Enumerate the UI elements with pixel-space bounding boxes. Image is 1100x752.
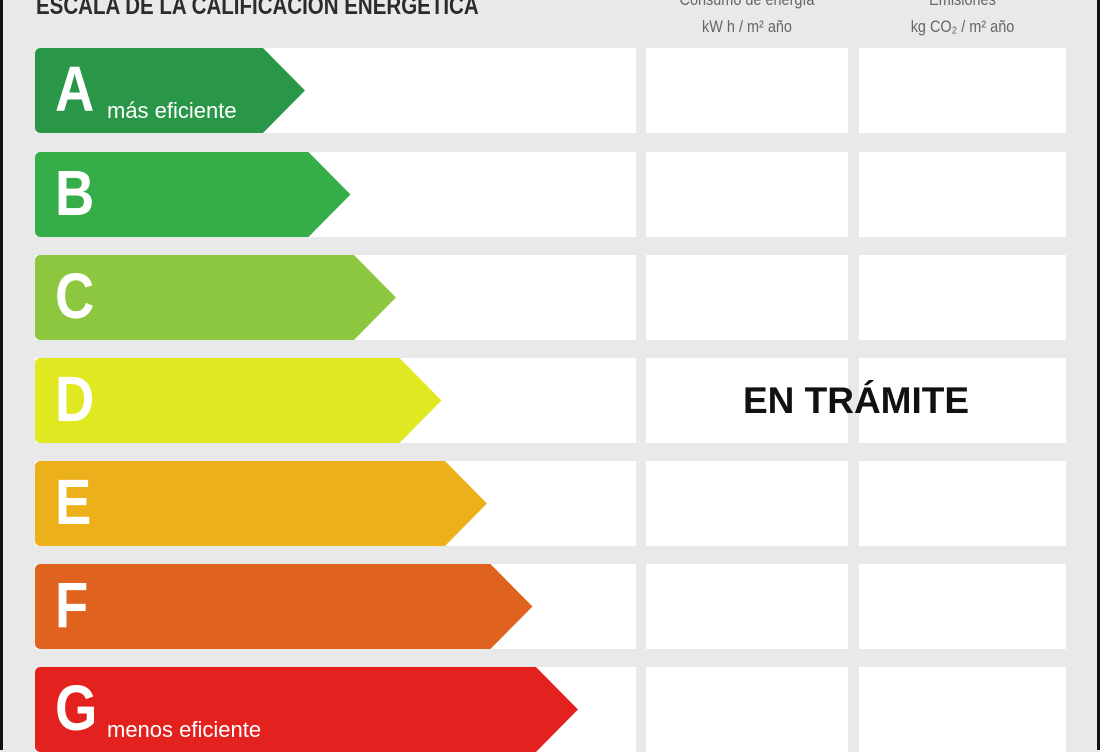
consumption-cell — [646, 358, 848, 443]
column-title: Consumo de energía — [661, 0, 833, 13]
column-title: Emisiones — [875, 0, 1051, 13]
emissions-cell — [859, 358, 1066, 443]
emissions-cell — [859, 255, 1066, 340]
consumption-cell — [646, 564, 848, 649]
rating-arrow: A más eficiente — [35, 48, 305, 133]
rating-arrow: C — [35, 255, 396, 340]
rating-letter: F — [55, 569, 89, 641]
rating-letter: C — [55, 260, 95, 332]
emissions-cell — [859, 564, 1066, 649]
rating-letter: D — [55, 363, 95, 435]
page-title: ESCALA DE LA CALIFICACION ENERGETICA — [36, 0, 479, 20]
column-header-consumption: Consumo de energía kW h / m² año — [661, 0, 833, 40]
status-label: EN TRÁMITE — [742, 380, 970, 421]
rating-arrow: E — [35, 461, 487, 546]
rating-arrow: F — [35, 564, 533, 649]
rating-letter: A — [55, 53, 95, 125]
left-border — [0, 0, 3, 750]
rating-label: más eficiente — [107, 98, 237, 123]
column-header-emissions: Emisiones kg CO₂ / m² año — [875, 0, 1051, 40]
column-unit: kg CO₂ / m² año — [910, 17, 1015, 36]
consumption-cell — [646, 48, 848, 133]
rating-arrow: G menos eficiente — [35, 667, 578, 752]
rating-arrow: D — [35, 358, 442, 443]
rating-letter: E — [55, 466, 92, 538]
emissions-cell — [859, 667, 1066, 752]
consumption-cell — [646, 461, 848, 546]
rating-letter: B — [55, 157, 95, 229]
right-border — [1097, 0, 1100, 750]
rating-arrow: B — [35, 152, 351, 237]
consumption-cell — [646, 255, 848, 340]
emissions-cell — [859, 48, 1066, 133]
consumption-cell — [646, 152, 848, 237]
emissions-cell — [859, 152, 1066, 237]
emissions-cell — [859, 461, 1066, 546]
rating-letter: G — [55, 672, 98, 744]
column-unit: kW h / m² año — [702, 17, 792, 36]
consumption-cell — [646, 667, 848, 752]
rating-label: menos eficiente — [107, 717, 262, 742]
